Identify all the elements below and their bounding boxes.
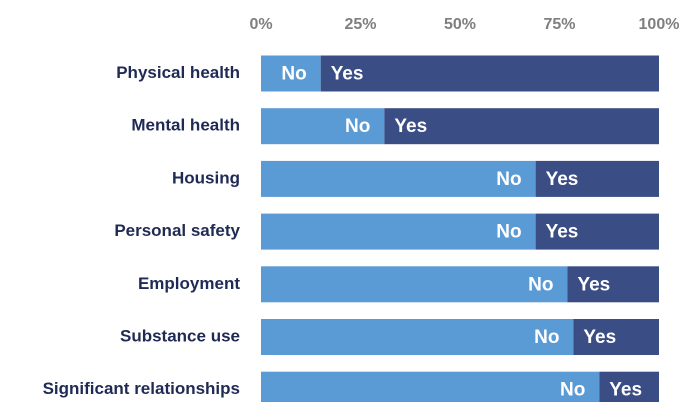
bar-label-no: No: [496, 169, 521, 190]
bar-segment-no: [261, 371, 600, 402]
x-tick-label: 25%: [344, 16, 376, 33]
bar-label-yes: Yes: [546, 222, 579, 243]
category-label: Mental health: [131, 116, 240, 135]
x-tick-label: 100%: [639, 16, 680, 33]
bar-segment-yes: [567, 266, 659, 303]
bar-segment-no: [261, 266, 568, 303]
x-axis-ticks: 0% 25% 50% 75% 100%: [249, 16, 679, 33]
category-label: Housing: [172, 168, 240, 187]
x-tick-label: 0%: [249, 16, 272, 33]
bar-label-yes: Yes: [546, 169, 579, 190]
bar-label-no: No: [560, 380, 585, 401]
bar-segment-no: [261, 319, 574, 355]
bar-label-yes: Yes: [583, 327, 616, 348]
bar-segment-yes: [535, 213, 659, 250]
bars: No Yes No Yes No Yes No Yes No Yes No Yes No Yes: [261, 55, 659, 402]
bar-label-yes: Yes: [577, 274, 610, 295]
bar-segment-yes: [320, 55, 659, 92]
category-label: Physical health: [116, 63, 240, 82]
x-tick-label: 50%: [444, 16, 476, 33]
bar-segment-yes: [599, 371, 659, 402]
bar-label-yes: Yes: [609, 380, 642, 401]
category-label: Employment: [138, 274, 240, 293]
bar-label-no: No: [528, 274, 553, 295]
category-label: Personal safety: [114, 221, 240, 240]
bar-segment-yes: [573, 319, 659, 355]
bar-label-no: No: [345, 116, 370, 137]
bar-label-no: No: [534, 327, 559, 348]
bar-segment-no: [261, 108, 385, 145]
bar-label-yes: Yes: [394, 116, 427, 137]
category-labels: Physical health Mental health Housing Perso…: [43, 63, 241, 398]
bar-label-no: No: [496, 222, 521, 243]
bar-segment-yes: [535, 160, 659, 197]
category-label: Substance use: [120, 326, 240, 345]
bar-segment-no: [261, 213, 536, 250]
bar-label-no: No: [281, 64, 306, 85]
bar-segment-no: [261, 160, 536, 197]
x-tick-label: 75%: [543, 16, 575, 33]
category-label: Significant relationships: [43, 379, 240, 398]
bar-segment-yes: [384, 108, 659, 145]
bar-segment-no: [261, 55, 321, 92]
bar-label-yes: Yes: [331, 64, 364, 85]
